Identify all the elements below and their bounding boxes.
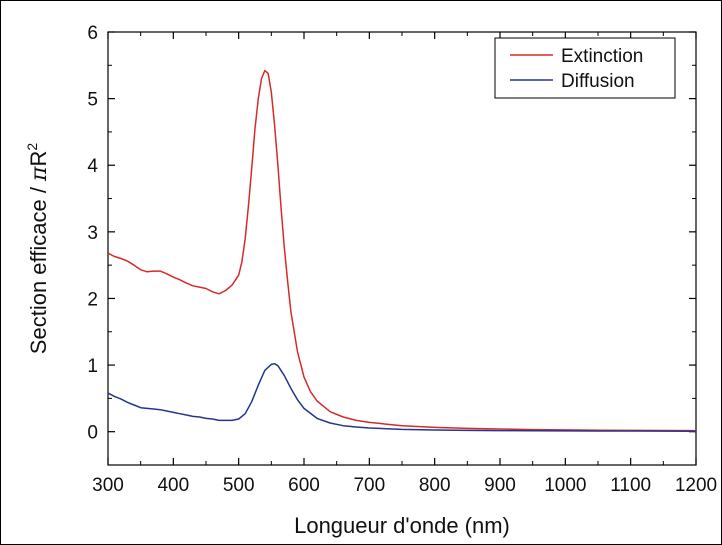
x-tick-label: 300 — [92, 475, 124, 496]
series-layer — [107, 69, 697, 432]
series-line-diffusion — [107, 362, 697, 432]
legend-label-extinction: Extinction — [561, 46, 643, 67]
legend: Extinction Diffusion — [494, 37, 676, 99]
y-tick-label: 4 — [87, 156, 98, 177]
x-tick-label: 600 — [288, 475, 320, 496]
y-axis-title: Section efficace / πR2 — [24, 143, 52, 355]
x-tick-label: 900 — [484, 475, 516, 496]
x-tick-label: 1000 — [544, 475, 586, 496]
y-tick-label: 2 — [87, 289, 98, 310]
x-tick-label: 400 — [157, 475, 189, 496]
x-axis-title: Longueur d'onde (nm) — [294, 513, 510, 538]
tick-labels: 300 400 500 600 700 800 900 1000 1100 1200 0 1 2 3 4 5 6 — [87, 23, 717, 496]
series-line-extinction — [107, 69, 697, 432]
legend-label-diffusion: Diffusion — [561, 71, 635, 92]
legend-box — [494, 37, 676, 99]
x-tick-label: 700 — [353, 475, 385, 496]
y-axis-title-r: R — [26, 151, 51, 167]
y-tick-label: 3 — [87, 223, 98, 244]
y-tick-label: 0 — [87, 423, 98, 444]
y-axis-title-text: Section efficace / — [26, 181, 51, 354]
x-tick-label: 1100 — [610, 475, 651, 496]
y-tick-label: 6 — [87, 23, 98, 44]
y-tick-label: 1 — [87, 356, 98, 377]
x-tick-label: 500 — [223, 475, 255, 496]
y-axis-title-pi: π — [27, 166, 52, 182]
y-axis-title-exponent: 2 — [24, 143, 40, 151]
y-tick-label: 5 — [87, 90, 98, 111]
x-tick-label: 800 — [419, 475, 451, 496]
x-tick-label: 1200 — [675, 475, 717, 496]
